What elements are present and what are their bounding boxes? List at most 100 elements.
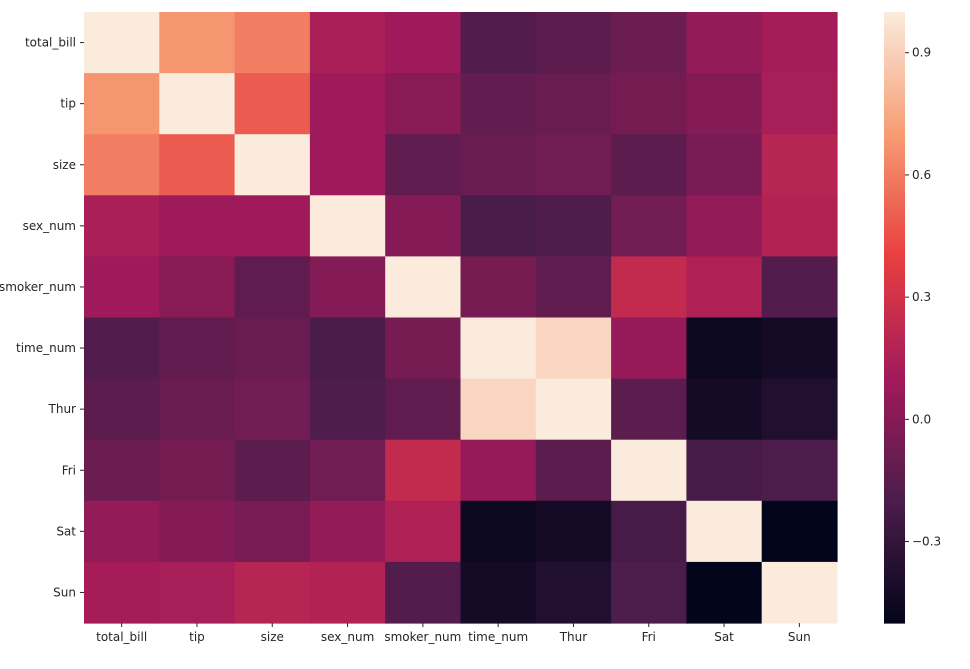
colorbar-segment <box>884 351 905 355</box>
colorbar-segment <box>884 479 905 484</box>
colorbar-segment <box>884 476 905 481</box>
heatmap-cell-Fri-Sun <box>761 439 838 502</box>
heatmap-cell-total_bill-Sat <box>686 12 763 74</box>
colorbar-segment <box>884 293 905 297</box>
colorbar-segment <box>884 201 905 206</box>
colorbar-segment <box>884 216 905 221</box>
heatmap-cell-Sun-sex_num <box>309 561 386 624</box>
colorbar-segment <box>884 531 905 536</box>
colorbar-segment <box>884 372 905 377</box>
heatmap-cell-time_num-total_bill <box>84 317 160 380</box>
y-tick-label: time_num <box>16 341 76 355</box>
x-tick-label: Fri <box>642 630 656 644</box>
colorbar-segment <box>884 427 905 432</box>
colorbar-segment <box>884 375 905 380</box>
colorbar-segment <box>884 21 905 25</box>
heatmap-cell-size-sex_num <box>309 134 386 196</box>
heatmap-cell-Thur-total_bill <box>84 378 160 441</box>
x-tick-label: total_bill <box>96 630 147 644</box>
heatmap-cell-Sat-size <box>234 500 311 563</box>
colorbar: 0.9 0.6 0.3 0.0 −0.3 <box>884 12 941 624</box>
colorbar-segment <box>884 88 905 93</box>
colorbar-segment <box>884 198 905 203</box>
heatmap-cell-Sat-Sun <box>761 500 838 563</box>
colorbar-segment <box>884 458 905 462</box>
colorbar-segment <box>884 180 905 184</box>
colorbar-segment <box>884 552 905 557</box>
x-tick-label: Thur <box>559 630 588 644</box>
heatmap-cell-size-Fri <box>611 134 687 196</box>
heatmap-cell-Fri-Fri <box>611 439 687 502</box>
colorbar-segment <box>884 27 905 31</box>
x-axis: total_bill tip size sex_num smoker_num time_n… <box>96 623 811 644</box>
colorbar-segment <box>884 235 905 239</box>
colorbar-segment <box>884 482 905 487</box>
colorbar-segment <box>884 152 905 157</box>
heatmap-cell-smoker_num-Sun <box>761 256 838 319</box>
colorbar-segment <box>884 488 905 493</box>
colorbar-segment <box>884 354 905 358</box>
colorbar-segment <box>884 534 905 539</box>
heatmap-cell-tip-Sat <box>686 73 763 135</box>
heatmap-cell-Fri-Sat <box>686 439 763 502</box>
colorbar-segment <box>884 503 905 508</box>
colorbar-segment <box>884 497 905 502</box>
colorbar-segment <box>884 161 905 166</box>
colorbar-segment <box>884 42 905 47</box>
heatmap-cell-sex_num-total_bill <box>84 195 160 257</box>
heatmap-cell-smoker_num-sex_num <box>309 256 386 319</box>
colorbar-segment <box>884 519 905 523</box>
colorbar-segment <box>884 305 905 309</box>
colorbar-segment <box>884 430 905 435</box>
heatmap-cell-size-smoker_num <box>385 134 462 196</box>
colorbar-segment <box>884 470 905 474</box>
colorbar-segment <box>884 433 905 438</box>
colorbar-segment <box>884 238 905 242</box>
colorbar-segment <box>884 210 905 215</box>
colorbar-segment <box>884 467 905 471</box>
heatmap-cell-total_bill-Fri <box>611 12 687 74</box>
heatmap-cell-total_bill-Sun <box>761 12 838 74</box>
heatmap-cell-total_bill-Thur <box>535 12 612 74</box>
heatmap-cell-Sat-total_bill <box>84 500 160 563</box>
colorbar-segment <box>884 607 905 612</box>
colorbar-segment <box>884 415 905 419</box>
heatmap-cell-time_num-Thur <box>535 317 612 380</box>
heatmap-cell-size-Sun <box>761 134 838 196</box>
colorbar-segment <box>884 73 905 77</box>
colorbar-segment <box>884 48 905 53</box>
colorbar-segment <box>884 393 905 398</box>
heatmap-cell-total_bill-smoker_num <box>385 12 462 74</box>
colorbar-tick-label: 0.9 <box>912 46 931 60</box>
colorbar-segment <box>884 506 905 511</box>
colorbar-segment <box>884 268 905 273</box>
colorbar-segment <box>884 213 905 218</box>
colorbar-tick-label: 0.6 <box>912 168 931 182</box>
heatmap-cell-Sat-time_num <box>460 500 537 563</box>
colorbar-segment <box>884 231 905 236</box>
heatmap-cell-tip-Thur <box>535 73 612 135</box>
colorbar-segment <box>884 118 905 123</box>
colorbar-segment <box>884 244 905 248</box>
colorbar-segment <box>884 207 905 212</box>
colorbar-segment <box>884 140 905 144</box>
colorbar-segment <box>884 332 905 337</box>
heatmap-cell-Fri-sex_num <box>309 439 386 502</box>
colorbar-segment <box>884 363 905 367</box>
colorbar-segment <box>884 403 905 407</box>
heatmap-cell-Sat-Thur <box>535 500 612 563</box>
colorbar-segment <box>884 540 905 545</box>
colorbar-segment <box>884 595 905 600</box>
heatmap-cell-Sat-tip <box>159 500 236 563</box>
colorbar-segment <box>884 546 905 551</box>
colorbar-segment <box>884 195 905 199</box>
heatmap-cell-smoker_num-size <box>234 256 311 319</box>
heatmap-cell-tip-smoker_num <box>385 73 462 135</box>
colorbar-segment <box>884 134 905 138</box>
colorbar-segment <box>884 241 905 245</box>
y-tick-label: Sun <box>53 585 76 599</box>
x-tick-label: Sun <box>788 630 811 644</box>
colorbar-segment <box>884 525 905 529</box>
